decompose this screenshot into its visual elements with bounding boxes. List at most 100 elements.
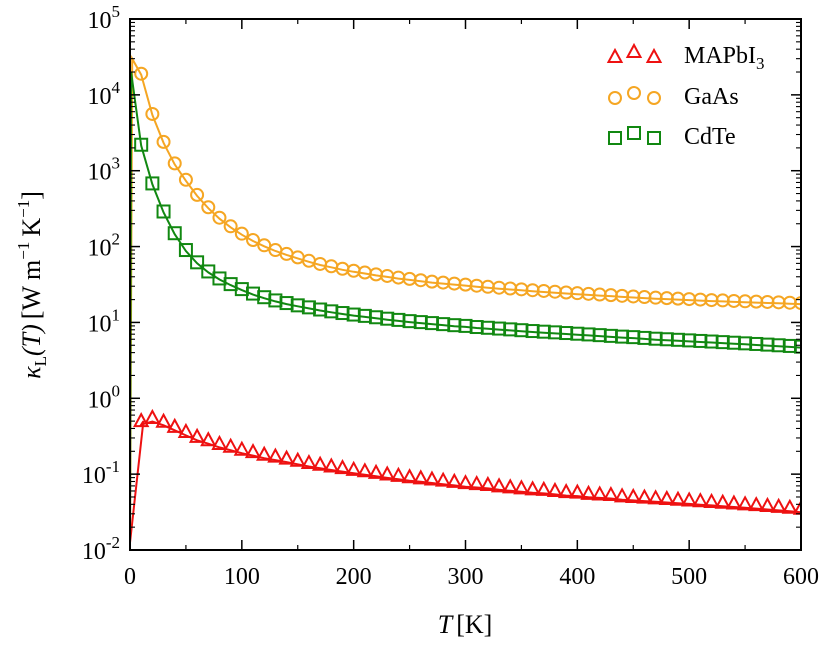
legend-marker-gaas xyxy=(627,86,641,100)
series-cdte xyxy=(130,71,801,543)
x-axis-label: T [K] xyxy=(438,610,493,639)
data-point-mapbi xyxy=(692,492,709,508)
y-tick-label: 101 xyxy=(88,305,121,337)
data-point-gaas xyxy=(246,233,261,248)
x-tick-label: 600 xyxy=(783,564,819,590)
data-point-mapbi xyxy=(725,494,743,510)
y-axis-arg: (T) xyxy=(17,324,46,356)
data-point-mapbi xyxy=(200,431,217,447)
data-point-mapbi xyxy=(211,434,228,450)
data-point-mapbi xyxy=(546,481,564,497)
data-point-mapbi xyxy=(390,466,407,482)
legend-marker-cdte xyxy=(608,131,622,145)
data-point-mapbi xyxy=(367,463,385,479)
data-point-cdte xyxy=(156,204,171,219)
data-point-mapbi xyxy=(602,485,620,502)
x-axis-symbol: T xyxy=(438,610,454,639)
data-point-mapbi xyxy=(311,455,329,471)
legend-marker-gaas xyxy=(608,91,622,105)
axis-ticks: 0 100 200 300 400 500 600 10-2 10-1 100 101 102 103 1… xyxy=(82,2,819,590)
data-point-mapbi xyxy=(613,487,631,503)
data-point-gaas xyxy=(190,187,205,202)
data-point-mapbi xyxy=(502,478,519,494)
x-tick-label: 500 xyxy=(671,564,707,590)
series-gaas xyxy=(130,54,801,543)
data-point-cdte xyxy=(178,243,193,258)
data-point-mapbi xyxy=(535,480,552,496)
data-point-mapbi xyxy=(334,459,351,475)
legend-label-cdte: CdTe xyxy=(684,124,736,150)
x-tick-label: 300 xyxy=(448,564,484,590)
data-point-mapbi xyxy=(569,483,586,499)
data-point-mapbi xyxy=(770,497,787,513)
x-tick-label: 0 xyxy=(124,564,136,590)
y-axis-exp2: −1 xyxy=(14,200,33,218)
data-point-mapbi xyxy=(446,472,463,488)
y-tick-label: 10-1 xyxy=(82,457,120,489)
data-point-mapbi xyxy=(792,499,801,515)
data-point-cdte xyxy=(794,339,801,354)
data-point-mapbi xyxy=(591,485,608,501)
legend-marker-mapbi xyxy=(625,42,643,58)
data-point-mapbi xyxy=(401,468,418,484)
data-point-mapbi xyxy=(222,437,239,453)
data-point-mapbi xyxy=(680,491,698,507)
data-point-mapbi xyxy=(479,475,497,491)
data-point-mapbi xyxy=(513,479,530,495)
data-point-mapbi xyxy=(300,453,318,470)
data-point-mapbi xyxy=(703,492,720,508)
data-point-mapbi xyxy=(166,417,183,433)
y-tick-label: 10-2 xyxy=(82,533,120,565)
legend-label-gaas: GaAs xyxy=(684,84,739,110)
data-point-mapbi xyxy=(457,474,474,490)
data-point-mapbi xyxy=(412,469,429,485)
data-point-mapbi xyxy=(323,457,340,473)
data-point-mapbi xyxy=(289,451,306,467)
legend-marker-cdte xyxy=(627,126,641,140)
data-point-gaas xyxy=(156,134,171,149)
data-point-cdte xyxy=(134,137,149,152)
data-point-mapbi xyxy=(647,489,664,505)
data-point-mapbi xyxy=(658,489,675,506)
data-point-mapbi xyxy=(256,445,273,461)
data-point-mapbi xyxy=(356,462,374,478)
data-point-mapbi xyxy=(524,480,541,496)
data-point-cdte xyxy=(145,176,160,191)
legend-marker-mapbi xyxy=(645,47,663,63)
data-point-gaas xyxy=(257,238,272,253)
data-point-mapbi xyxy=(625,487,642,503)
data-point-mapbi xyxy=(267,447,284,463)
data-point-mapbi xyxy=(434,471,452,487)
y-tick-label: 103 xyxy=(88,154,121,186)
legend-entry-mapbi: MAPbI3 xyxy=(606,42,765,73)
plot-content xyxy=(130,54,801,543)
data-point-mapbi xyxy=(188,427,206,443)
x-axis-unit: [K] xyxy=(456,610,492,639)
y-tick-label: 105 xyxy=(88,2,121,34)
data-point-gaas xyxy=(134,66,149,81)
data-point-gaas xyxy=(794,296,801,311)
y-tick-label: 104 xyxy=(88,78,121,110)
data-point-cdte xyxy=(190,255,205,270)
legend: MAPbI3 GaAs CdTe xyxy=(606,42,765,150)
data-point-mapbi xyxy=(345,460,362,476)
legend-label-mapbi: MAPbI3 xyxy=(684,43,765,73)
y-axis-exp1: −1 xyxy=(14,242,33,260)
y-tick-label: 102 xyxy=(88,230,121,262)
data-point-mapbi xyxy=(759,496,776,513)
data-point-mapbi xyxy=(278,449,295,465)
data-point-mapbi xyxy=(144,408,161,424)
legend-marker-mapbi xyxy=(606,47,624,63)
data-point-mapbi xyxy=(669,490,687,506)
data-point-gaas xyxy=(223,219,238,234)
data-point-mapbi xyxy=(748,496,765,512)
x-tick-label: 100 xyxy=(224,564,260,590)
data-point-mapbi xyxy=(468,474,485,491)
data-point-mapbi xyxy=(423,470,441,486)
data-point-mapbi xyxy=(133,412,150,428)
data-point-mapbi xyxy=(490,477,508,493)
data-point-mapbi xyxy=(244,443,262,459)
x-tick-label: 400 xyxy=(559,564,595,590)
data-point-gaas xyxy=(212,210,227,225)
data-point-gaas xyxy=(234,226,249,241)
